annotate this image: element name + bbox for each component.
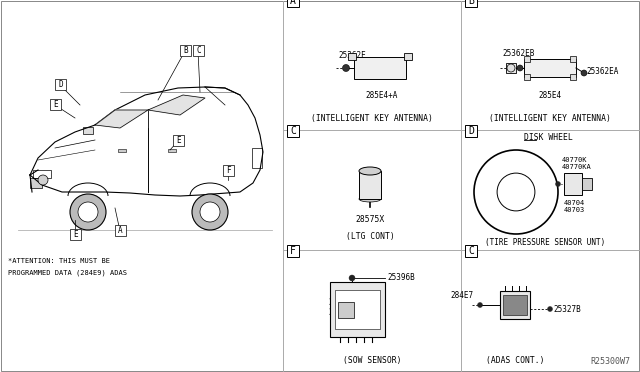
Text: C: C	[196, 46, 201, 55]
Circle shape	[507, 64, 515, 72]
Text: (TIRE PRESSURE SENSOR UNT): (TIRE PRESSURE SENSOR UNT)	[485, 237, 605, 247]
Bar	[503, 295, 527, 315]
Text: B: B	[468, 0, 474, 6]
Ellipse shape	[359, 167, 381, 175]
Text: D: D	[58, 80, 63, 89]
Bar	[50, 99, 61, 110]
Text: 285E4: 285E4	[538, 91, 561, 100]
Bar	[570, 74, 576, 80]
Bar	[564, 173, 582, 195]
Text: 25327B: 25327B	[553, 305, 580, 314]
Bar	[359, 171, 381, 199]
Bar	[404, 53, 412, 60]
Circle shape	[547, 307, 552, 311]
Circle shape	[349, 275, 355, 281]
Circle shape	[581, 70, 587, 76]
Bar	[524, 59, 576, 77]
Circle shape	[200, 202, 220, 222]
Bar	[500, 291, 530, 319]
Text: A: A	[290, 0, 296, 6]
Text: D: D	[468, 126, 474, 136]
Bar	[354, 57, 406, 79]
Bar	[287, 245, 299, 257]
Text: 284K1(LH): 284K1(LH)	[328, 298, 370, 307]
Text: (LTG CONT): (LTG CONT)	[346, 232, 394, 241]
Bar	[33, 170, 51, 178]
Text: DISK WHEEL: DISK WHEEL	[524, 134, 573, 142]
Text: 28575X: 28575X	[355, 215, 385, 224]
Text: 40704: 40704	[564, 200, 585, 206]
Text: *ATTENTION: THIS MUST BE: *ATTENTION: THIS MUST BE	[8, 258, 110, 264]
Text: B: B	[183, 46, 188, 55]
Text: 25362EA: 25362EA	[586, 67, 618, 76]
Text: 25396B: 25396B	[387, 273, 415, 282]
Bar	[338, 302, 354, 318]
Bar	[335, 290, 380, 329]
Text: 285E4+A: 285E4+A	[366, 91, 398, 100]
Text: 25362E: 25362E	[338, 51, 365, 60]
Text: (INTELLIGENT KEY ANTENNA): (INTELLIGENT KEY ANTENNA)	[489, 113, 611, 122]
Text: PROGRAMMED DATA (284E9) ADAS: PROGRAMMED DATA (284E9) ADAS	[8, 270, 127, 276]
Bar	[70, 229, 81, 240]
Polygon shape	[95, 110, 148, 128]
Polygon shape	[148, 95, 205, 115]
Bar	[287, 0, 299, 7]
Circle shape	[342, 64, 349, 71]
Bar	[330, 282, 385, 337]
Text: 40770KA: 40770KA	[562, 164, 592, 170]
Text: E: E	[73, 230, 78, 239]
Text: C: C	[290, 126, 296, 136]
Bar	[180, 45, 191, 56]
Text: C: C	[468, 246, 474, 256]
Text: E: E	[176, 136, 181, 145]
Bar	[118, 149, 126, 152]
Bar	[570, 56, 576, 62]
Circle shape	[70, 194, 106, 230]
Circle shape	[517, 65, 523, 71]
Bar	[465, 0, 477, 7]
Circle shape	[477, 302, 483, 308]
Bar	[223, 165, 234, 176]
Text: A: A	[118, 226, 123, 235]
Bar	[465, 125, 477, 137]
Text: 40770K: 40770K	[562, 157, 588, 163]
Bar	[55, 79, 66, 90]
Text: R25300W7: R25300W7	[590, 357, 630, 366]
Circle shape	[192, 194, 228, 230]
Bar	[173, 135, 184, 146]
Text: (INTELLIGENT KEY ANTENNA): (INTELLIGENT KEY ANTENNA)	[311, 113, 433, 122]
Text: (SOW SENSOR): (SOW SENSOR)	[343, 356, 401, 365]
Ellipse shape	[359, 196, 381, 202]
Text: F: F	[226, 166, 231, 175]
Bar	[524, 74, 530, 80]
Bar	[348, 53, 356, 60]
Bar	[193, 45, 204, 56]
Bar	[465, 245, 477, 257]
Circle shape	[556, 182, 561, 186]
Bar	[168, 149, 176, 152]
Circle shape	[38, 175, 48, 185]
Text: F: F	[290, 246, 296, 256]
Text: 25362EB: 25362EB	[502, 49, 534, 58]
Bar	[115, 225, 126, 236]
Bar	[524, 56, 530, 62]
Bar	[506, 63, 516, 73]
Text: (ADAS CONT.): (ADAS CONT.)	[486, 356, 544, 365]
Bar	[252, 148, 262, 168]
Bar	[30, 178, 42, 188]
Bar	[582, 178, 592, 190]
Circle shape	[78, 202, 98, 222]
Bar	[83, 127, 93, 134]
Text: 284K0+A(RH): 284K0+A(RH)	[328, 308, 379, 317]
Text: 284E7: 284E7	[451, 291, 474, 300]
Text: E: E	[53, 100, 58, 109]
Text: 40703: 40703	[564, 207, 585, 213]
Bar	[287, 125, 299, 137]
